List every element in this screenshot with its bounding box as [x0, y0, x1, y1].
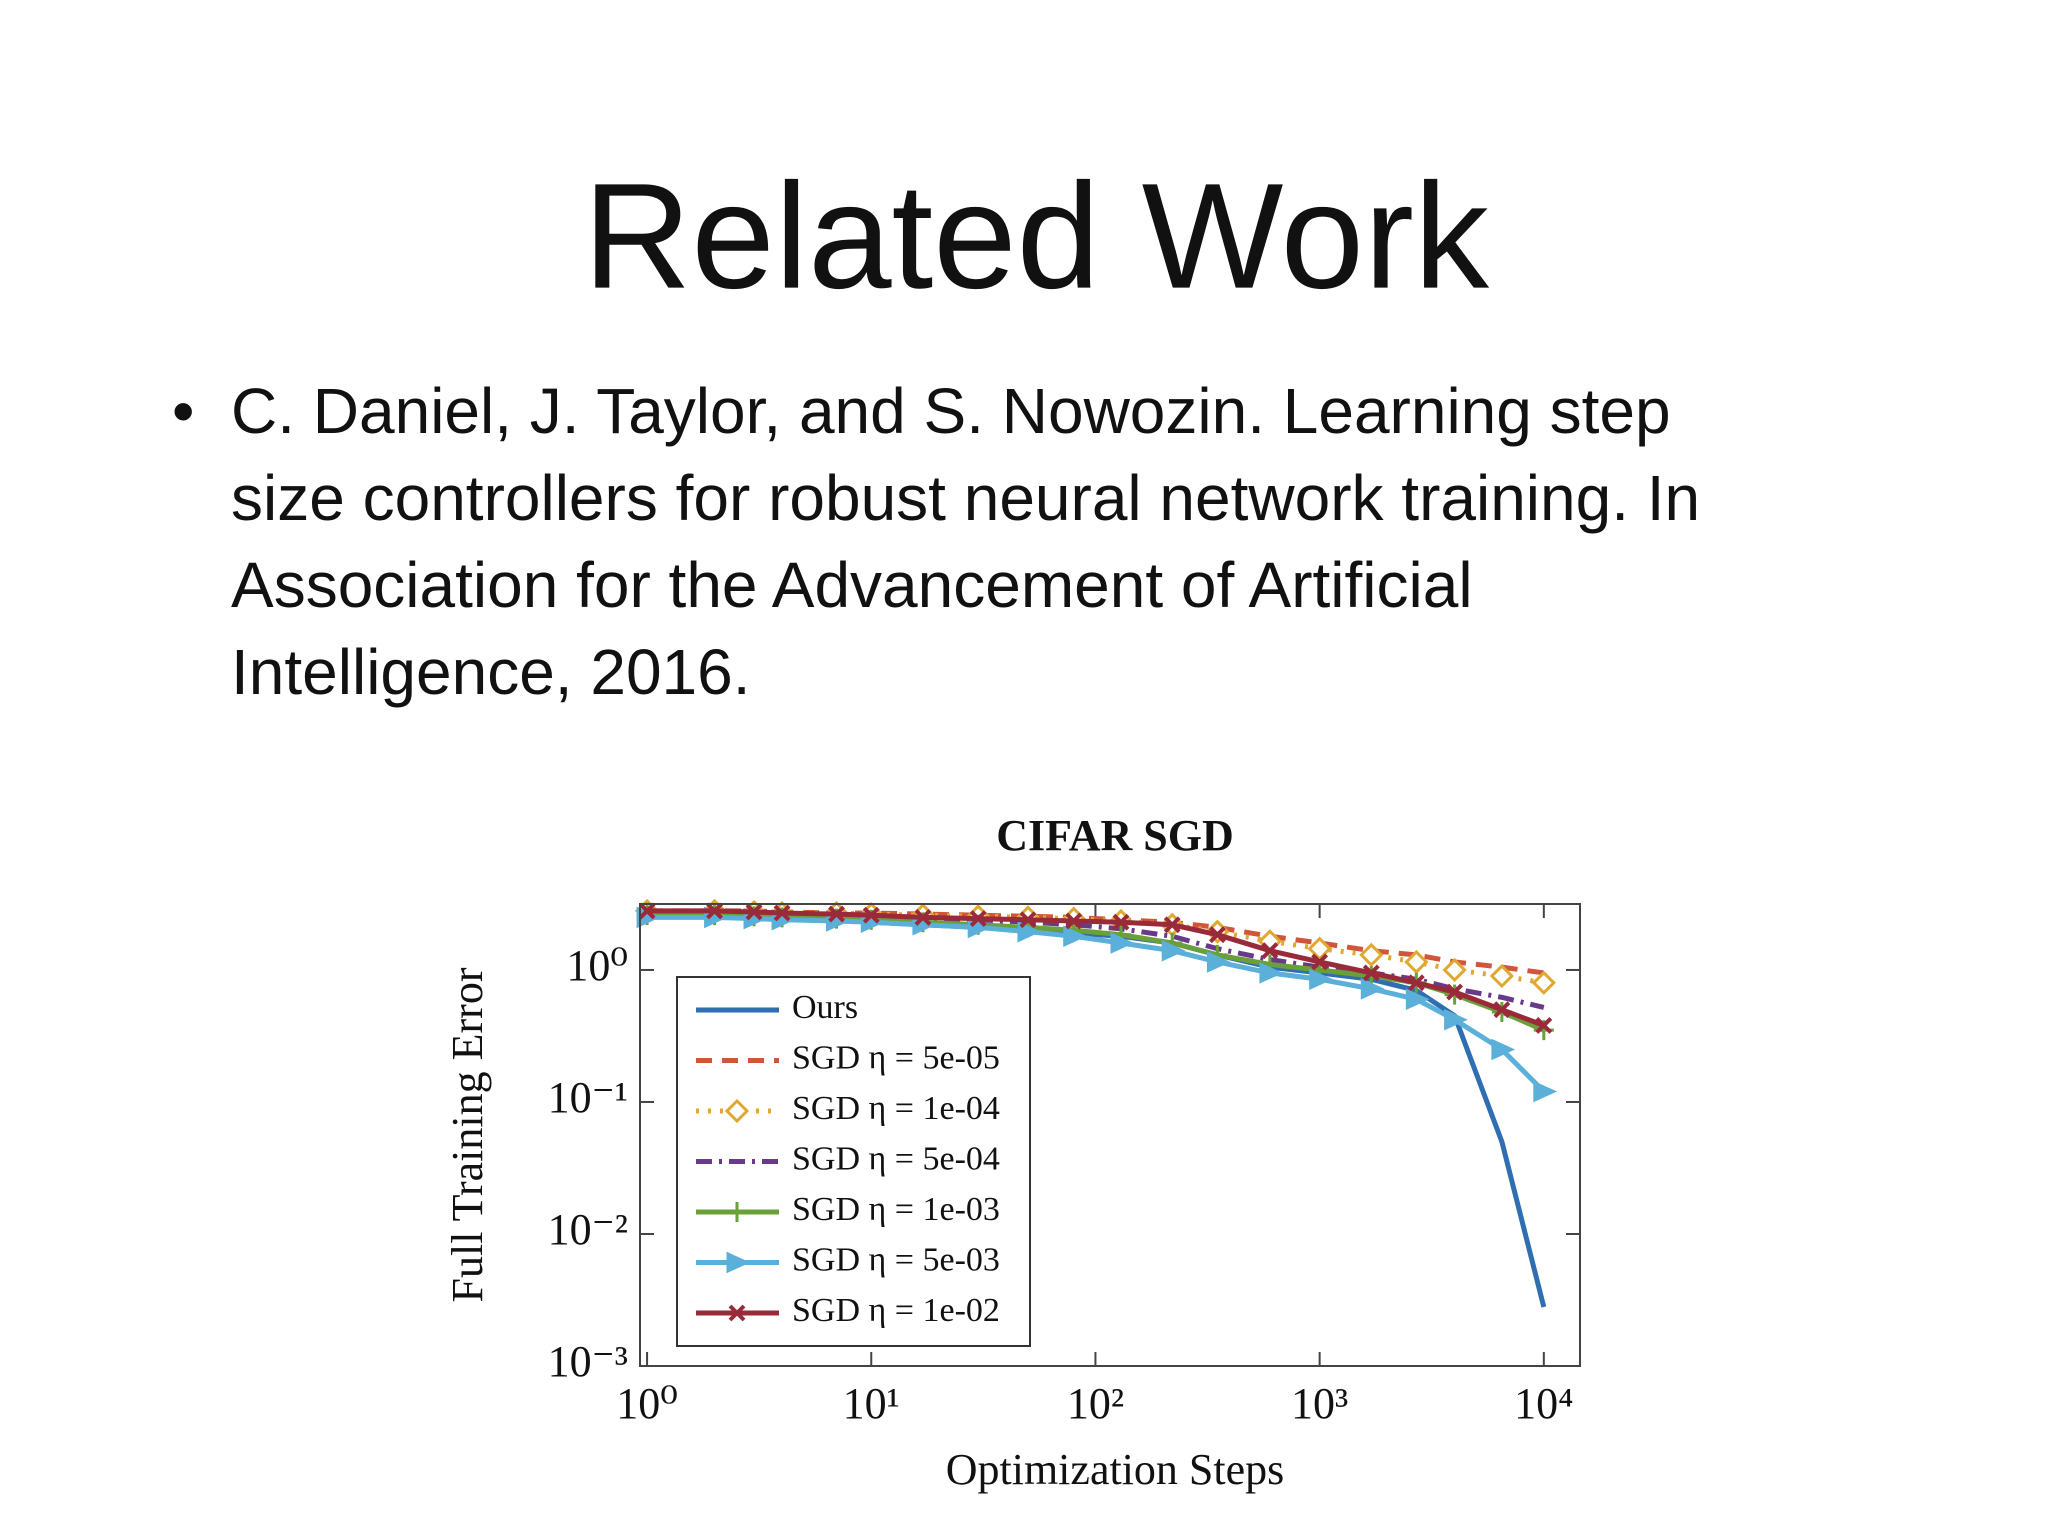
marker — [745, 903, 763, 921]
legend-label: SGD η = 5e-05 — [792, 1039, 1000, 1076]
marker — [1404, 949, 1429, 975]
x-tick-label: 10¹ — [843, 1379, 900, 1428]
x-tick-label: 10⁰ — [616, 1379, 678, 1428]
marker — [727, 1202, 747, 1222]
marker — [1444, 1008, 1468, 1031]
marker — [862, 906, 880, 924]
marker — [914, 909, 932, 926]
marker — [1261, 942, 1279, 960]
marker — [1163, 916, 1181, 934]
legend-label: SGD η = 1e-02 — [792, 1292, 1000, 1329]
y-axis-label: Full Training Error — [443, 967, 492, 1302]
marker — [1063, 925, 1087, 948]
marker — [1161, 939, 1186, 962]
x-axis-label: Optimization Steps — [946, 1445, 1285, 1494]
marker — [1309, 968, 1333, 991]
marker — [724, 1098, 750, 1124]
y-tick-label: 10⁻³ — [548, 1337, 628, 1386]
marker — [1531, 970, 1556, 995]
marker — [728, 1304, 746, 1322]
legend-label: SGD η = 1e-04 — [792, 1090, 1000, 1127]
marker — [1259, 962, 1284, 984]
slide-title: Related Work — [583, 152, 1490, 320]
bullet: • — [172, 375, 194, 447]
marker — [1362, 964, 1380, 982]
marker — [969, 910, 987, 928]
bullet-line: Intelligence, 2016. — [231, 636, 751, 708]
legend: Ours SGD η = 5e-05 SGD η = 1e-04 SGD η = 5e… — [676, 976, 1031, 1347]
marker — [1019, 911, 1037, 929]
marker — [726, 1251, 751, 1274]
marker — [1209, 926, 1226, 944]
x-tick-label: 10³ — [1291, 1379, 1348, 1428]
marker — [1307, 936, 1332, 961]
marker — [1493, 1001, 1511, 1019]
x-tick-label: 10² — [1067, 1379, 1124, 1428]
marker — [1535, 1017, 1553, 1034]
series-line — [647, 908, 1545, 1028]
chart: CIFAR SGD Optimization Steps Full Training… — [443, 811, 1581, 1494]
marker — [1442, 957, 1467, 983]
marker — [1407, 974, 1425, 992]
marker — [1206, 951, 1231, 973]
marker — [1360, 978, 1385, 1000]
y-tick-label: 10⁻² — [548, 1205, 628, 1254]
x-tick-label: 10⁴ — [1514, 1379, 1573, 1428]
bullet-text: C. Daniel, J. Taylor, and S. Nowozin. Le… — [231, 375, 1700, 708]
marker — [1405, 988, 1430, 1011]
marker — [1491, 1038, 1516, 1061]
legend-label: Ours — [792, 989, 858, 1026]
marker — [773, 904, 791, 922]
legend-label: SGD η = 1e-03 — [792, 1191, 1000, 1228]
marker — [706, 902, 723, 920]
marker — [638, 902, 656, 920]
legend-label: SGD η = 5e-04 — [792, 1140, 1000, 1177]
chart-title: CIFAR SGD — [996, 811, 1234, 860]
marker — [1533, 1080, 1558, 1103]
marker — [1110, 932, 1135, 954]
marker — [1311, 953, 1329, 971]
marker — [1065, 912, 1083, 930]
bullet-line: Association for the Advancement of Artif… — [231, 549, 1473, 621]
y-tick-label: 10⁻¹ — [548, 1073, 628, 1122]
bullet-line: C. Daniel, J. Taylor, and S. Nowozin. Le… — [231, 375, 1671, 447]
marker — [1359, 942, 1384, 968]
legend-label: SGD η = 5e-03 — [792, 1241, 1000, 1278]
marker — [1489, 963, 1515, 989]
y-tick-label: 10⁰ — [566, 941, 628, 990]
marker — [1112, 913, 1130, 931]
marker — [828, 905, 845, 923]
plot-frame — [639, 903, 1581, 1367]
marker — [1446, 983, 1464, 1001]
bullet-line: size controllers for robust neural netwo… — [231, 462, 1700, 534]
